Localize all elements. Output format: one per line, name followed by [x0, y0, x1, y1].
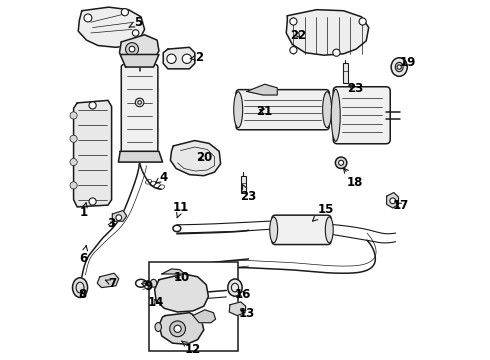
- Text: 8: 8: [78, 288, 86, 301]
- Polygon shape: [120, 35, 159, 63]
- Text: 4: 4: [156, 171, 168, 184]
- Ellipse shape: [234, 92, 243, 128]
- Ellipse shape: [150, 279, 157, 287]
- Bar: [241, 176, 245, 193]
- Ellipse shape: [73, 278, 88, 297]
- Text: 12: 12: [182, 341, 201, 356]
- Text: 3: 3: [108, 217, 116, 230]
- Circle shape: [166, 275, 172, 280]
- Circle shape: [138, 101, 141, 104]
- Circle shape: [70, 135, 77, 142]
- Ellipse shape: [395, 62, 403, 72]
- Text: 2: 2: [190, 51, 204, 64]
- Circle shape: [70, 182, 77, 189]
- Ellipse shape: [322, 92, 332, 128]
- Circle shape: [84, 14, 92, 22]
- Circle shape: [290, 18, 297, 25]
- Circle shape: [182, 54, 192, 63]
- Circle shape: [339, 160, 343, 165]
- Polygon shape: [120, 54, 159, 67]
- Text: 7: 7: [105, 277, 117, 290]
- Text: 10: 10: [174, 271, 190, 284]
- Circle shape: [129, 46, 135, 52]
- Text: 15: 15: [313, 203, 334, 221]
- FancyBboxPatch shape: [236, 90, 329, 130]
- Polygon shape: [162, 269, 185, 274]
- Ellipse shape: [155, 323, 161, 332]
- Ellipse shape: [331, 89, 340, 141]
- FancyBboxPatch shape: [272, 215, 331, 244]
- Circle shape: [89, 198, 96, 205]
- Polygon shape: [155, 274, 208, 312]
- Ellipse shape: [228, 279, 242, 296]
- Circle shape: [132, 30, 139, 36]
- Polygon shape: [163, 47, 195, 69]
- Ellipse shape: [325, 217, 333, 243]
- Polygon shape: [97, 273, 119, 288]
- Circle shape: [290, 46, 297, 54]
- Polygon shape: [159, 313, 204, 344]
- Text: 17: 17: [393, 199, 409, 212]
- Polygon shape: [119, 151, 163, 162]
- Text: 23: 23: [347, 82, 363, 95]
- Circle shape: [89, 102, 96, 109]
- Circle shape: [397, 65, 401, 69]
- Polygon shape: [387, 193, 398, 208]
- Text: 16: 16: [234, 288, 250, 301]
- Circle shape: [70, 112, 77, 119]
- Bar: [343, 63, 348, 83]
- Ellipse shape: [270, 217, 278, 243]
- Text: 22: 22: [290, 29, 306, 42]
- Text: 9: 9: [142, 280, 153, 293]
- Circle shape: [170, 321, 186, 337]
- Polygon shape: [161, 271, 177, 284]
- Circle shape: [116, 215, 122, 221]
- Text: 14: 14: [148, 296, 165, 309]
- Bar: [149, 262, 238, 351]
- Circle shape: [70, 158, 77, 166]
- Text: 20: 20: [196, 151, 213, 164]
- Polygon shape: [171, 140, 220, 176]
- Polygon shape: [229, 302, 245, 316]
- Text: 21: 21: [256, 105, 272, 118]
- Polygon shape: [247, 84, 277, 95]
- Text: 19: 19: [400, 56, 416, 69]
- Text: 18: 18: [343, 168, 363, 189]
- Text: 13: 13: [239, 307, 255, 320]
- Text: 1: 1: [79, 203, 87, 220]
- Text: 6: 6: [79, 246, 88, 265]
- Text: 5: 5: [129, 16, 143, 29]
- Polygon shape: [286, 10, 368, 55]
- Polygon shape: [78, 7, 145, 47]
- Circle shape: [135, 98, 144, 107]
- Circle shape: [390, 198, 395, 204]
- Text: 11: 11: [172, 202, 189, 218]
- Circle shape: [167, 54, 176, 63]
- Circle shape: [359, 18, 366, 25]
- Polygon shape: [193, 310, 216, 323]
- Circle shape: [174, 325, 181, 332]
- Circle shape: [335, 157, 347, 168]
- Circle shape: [122, 9, 128, 16]
- Polygon shape: [112, 211, 126, 221]
- Circle shape: [333, 49, 340, 56]
- Ellipse shape: [391, 58, 407, 76]
- Polygon shape: [74, 100, 112, 207]
- Circle shape: [125, 42, 139, 55]
- FancyBboxPatch shape: [122, 64, 158, 154]
- FancyBboxPatch shape: [333, 87, 390, 144]
- Text: 23: 23: [240, 184, 256, 203]
